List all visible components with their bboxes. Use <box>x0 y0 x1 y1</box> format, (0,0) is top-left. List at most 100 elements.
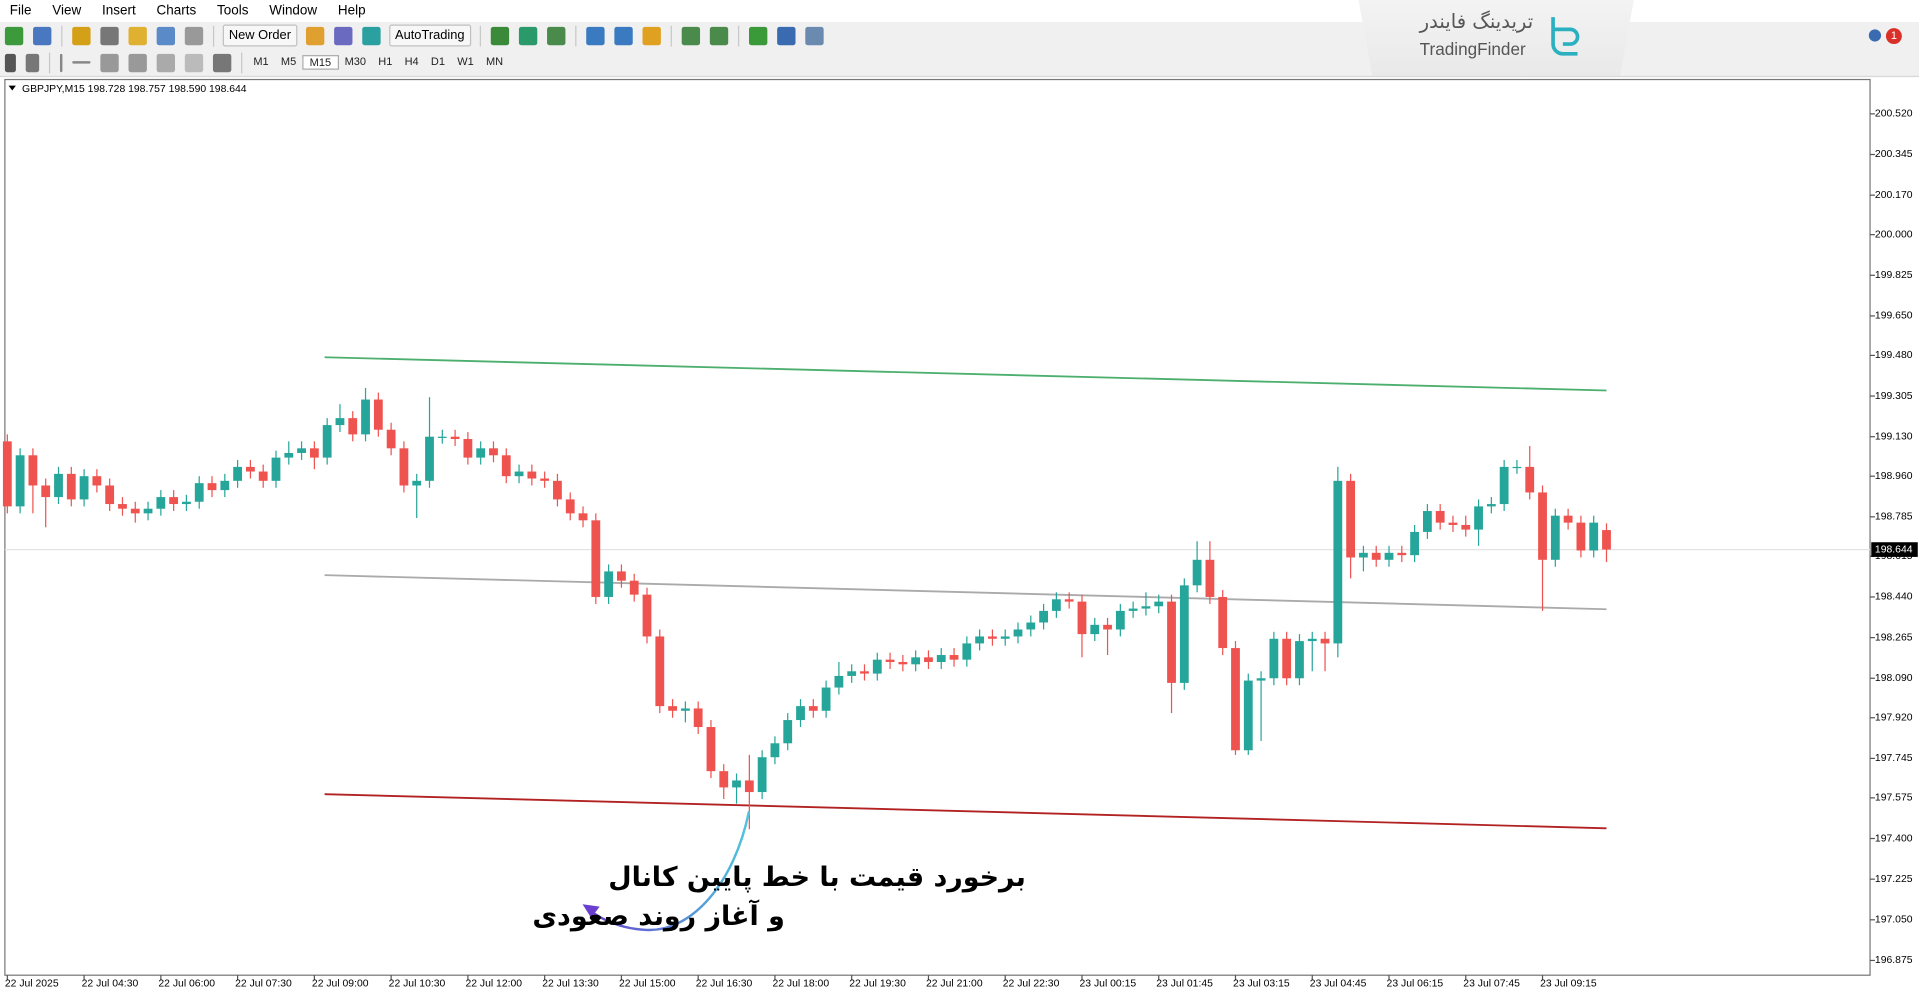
candle-body <box>489 448 498 456</box>
notification-badge[interactable]: 1 <box>1885 27 1902 44</box>
candle-body <box>1320 638 1330 644</box>
icon[interactable] <box>748 26 767 45</box>
candle-body <box>757 757 767 793</box>
timeframe-button[interactable]: H1 <box>378 55 393 68</box>
x-tick-label: 23 Jul 01:45 <box>1156 979 1213 990</box>
icon[interactable] <box>4 53 16 72</box>
header-arrow <box>8 85 16 91</box>
timeframe-button[interactable]: M15 <box>302 55 339 70</box>
toolbar: New Order AutoTrading 1 <box>0 22 1919 49</box>
toolbar: M1 M5 M15 M30 H1 H4 D1 W1 MN <box>0 48 1919 78</box>
icon[interactable] <box>156 26 176 45</box>
menu-item[interactable]: View <box>52 3 82 19</box>
candle-body <box>1039 610 1048 623</box>
icon[interactable] <box>72 26 91 45</box>
y-tick-label: 198.785 <box>1875 512 1913 523</box>
icon[interactable] <box>709 26 728 45</box>
candle-body <box>463 439 473 458</box>
icon[interactable] <box>128 26 147 45</box>
candle-body <box>233 466 243 481</box>
x-tick-label: 22 Jul 18:00 <box>772 979 829 990</box>
icon[interactable] <box>776 26 795 45</box>
y-tick-label: 196.875 <box>1875 955 1913 966</box>
icon[interactable] <box>804 26 824 45</box>
candle-body <box>1090 624 1100 635</box>
annotation-arrow <box>589 810 751 932</box>
timeframe-button[interactable]: MN <box>486 55 504 68</box>
candle-body <box>962 643 972 660</box>
icon[interactable] <box>4 26 24 45</box>
candle-body <box>1141 606 1151 609</box>
menu-item[interactable]: Window <box>269 3 318 19</box>
search-icon[interactable] <box>1868 29 1882 42</box>
icon[interactable] <box>613 26 633 45</box>
candle-body <box>309 448 319 458</box>
icon[interactable] <box>681 26 700 45</box>
icon[interactable] <box>546 26 565 45</box>
timeframe-button[interactable]: M30 <box>344 55 367 68</box>
timeframe-button[interactable]: W1 <box>457 55 474 68</box>
icon[interactable] <box>156 53 176 72</box>
candle-body <box>476 448 486 458</box>
icon[interactable] <box>642 26 661 45</box>
icon[interactable] <box>305 26 325 45</box>
timeframe-button[interactable]: M5 <box>280 55 297 68</box>
menu-item[interactable]: Charts <box>156 3 197 19</box>
icon[interactable] <box>100 53 119 72</box>
autotrading-button[interactable]: AutoTrading <box>388 24 471 47</box>
channel-line <box>324 793 1607 830</box>
logo-icon <box>1551 17 1580 56</box>
timeframe-button[interactable]: D1 <box>430 55 446 68</box>
icon[interactable] <box>184 53 204 72</box>
menu-item[interactable]: Insert <box>102 3 136 19</box>
timeframe-button[interactable]: H4 <box>404 55 419 68</box>
candle-body <box>898 661 908 665</box>
candle-body <box>732 780 741 788</box>
icon[interactable] <box>100 26 119 45</box>
candle-body <box>335 418 345 426</box>
icon[interactable] <box>212 53 232 72</box>
candle-body <box>79 476 89 500</box>
icon[interactable] <box>128 53 147 72</box>
x-tick-label: 22 Jul 16:30 <box>696 979 753 990</box>
candle-body <box>450 436 460 440</box>
x-tick-label: 22 Jul 19:30 <box>849 979 906 990</box>
x-tick-label: 23 Jul 09:15 <box>1540 979 1597 990</box>
candle-body <box>1282 638 1292 679</box>
candle-body <box>1602 530 1611 550</box>
x-tick-label: 23 Jul 07:45 <box>1463 979 1520 990</box>
candle-body <box>169 497 179 505</box>
menu-item[interactable]: Tools <box>217 3 249 19</box>
candle-body <box>412 480 422 486</box>
icon[interactable] <box>72 61 91 64</box>
candle-body <box>1000 636 1010 639</box>
new-order-button[interactable]: New Order <box>222 24 298 47</box>
icon[interactable] <box>585 26 605 45</box>
icon[interactable] <box>333 26 353 45</box>
candle-body <box>1397 552 1407 556</box>
icon[interactable] <box>25 53 40 72</box>
candle-body <box>706 727 716 772</box>
menu-item[interactable]: File <box>9 3 32 19</box>
candle-body <box>911 657 921 665</box>
y-tick-label: 199.825 <box>1875 270 1913 281</box>
candle-body <box>348 418 358 435</box>
icon[interactable] <box>184 26 204 45</box>
icon[interactable] <box>33 26 52 45</box>
icon[interactable] <box>361 26 381 45</box>
x-tick-label: 22 Jul 10:30 <box>389 979 446 990</box>
y-tick-label: 197.400 <box>1875 833 1913 844</box>
icon[interactable] <box>490 26 509 45</box>
candle-body <box>655 636 665 707</box>
logo: تریدینگ فایندر TradingFinder <box>1358 0 1634 76</box>
menu-item[interactable]: Help <box>337 3 366 19</box>
icon[interactable] <box>59 53 63 72</box>
candle-body <box>182 501 191 505</box>
candle-body <box>680 708 690 711</box>
timeframe-button[interactable]: M1 <box>253 55 269 68</box>
icon[interactable] <box>518 26 537 45</box>
y-tick-label: 197.920 <box>1875 712 1913 723</box>
candle-body <box>834 675 844 688</box>
